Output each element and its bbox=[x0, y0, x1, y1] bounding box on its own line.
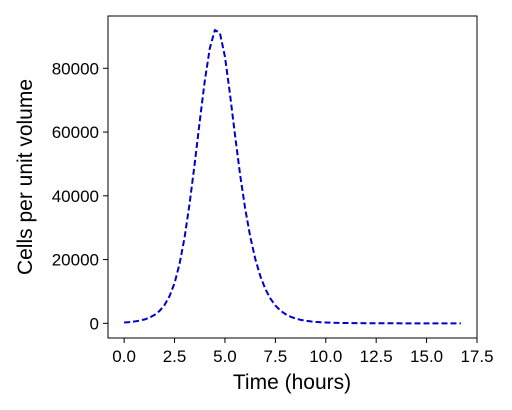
x-tick-label: 0.0 bbox=[112, 347, 136, 366]
x-tick-label: 15.0 bbox=[410, 347, 443, 366]
x-tick-label: 2.5 bbox=[163, 347, 187, 366]
y-axis-label: Cells per unit volume bbox=[14, 79, 37, 275]
x-tick-label: 7.5 bbox=[264, 347, 288, 366]
plot-area-frame bbox=[107, 15, 478, 339]
x-axis-label: Time (hours) bbox=[233, 371, 351, 394]
y-axis-ticks: 0 20000 40000 60000 80000 bbox=[52, 59, 108, 333]
y-tick-label: 60000 bbox=[52, 123, 99, 142]
x-tick-label: 12.5 bbox=[360, 347, 393, 366]
x-axis-ticks: 0.0 2.5 5.0 7.5 10.0 12.5 15.0 17.5 bbox=[112, 338, 494, 366]
x-tick-label: 5.0 bbox=[213, 347, 237, 366]
series-layer bbox=[124, 29, 461, 325]
y-tick-label: 80000 bbox=[52, 59, 99, 78]
y-tick-label: 20000 bbox=[52, 251, 99, 270]
y-tick-label: 0 bbox=[90, 314, 99, 333]
x-tick-label: 17.5 bbox=[460, 347, 493, 366]
series-line bbox=[124, 29, 461, 325]
x-tick-label: 10.0 bbox=[309, 347, 342, 366]
y-tick-label: 40000 bbox=[52, 187, 99, 206]
